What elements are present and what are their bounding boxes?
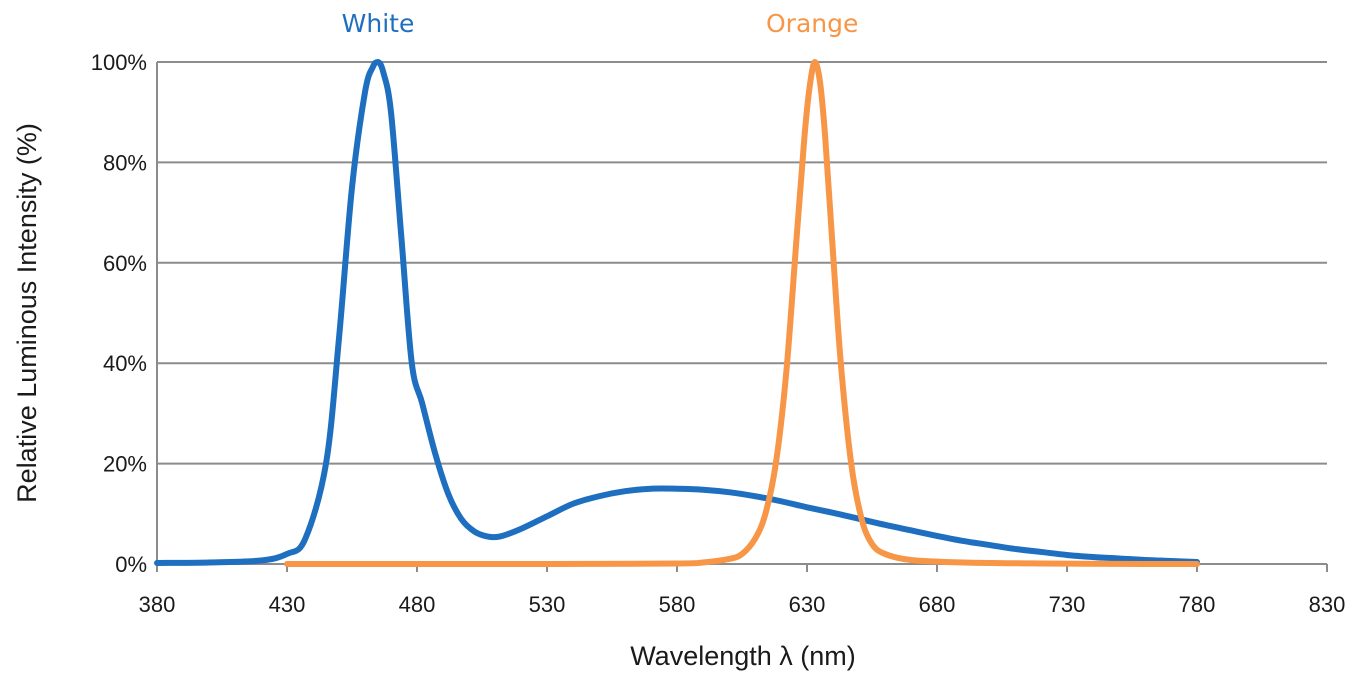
y-tick-label: 60% xyxy=(103,251,147,276)
x-tick-label: 480 xyxy=(399,592,436,617)
x-tick-label: 580 xyxy=(659,592,696,617)
x-tick-label: 380 xyxy=(139,592,176,617)
y-tick-label: 80% xyxy=(103,150,147,175)
series-label-orange: Orange xyxy=(766,9,858,38)
y-tick-label: 40% xyxy=(103,351,147,376)
series-line-orange xyxy=(284,59,1200,568)
y-axis-title: Relative Luminous Intensity (%) xyxy=(12,123,42,503)
x-tick-label: 430 xyxy=(269,592,306,617)
y-tick-labels: 0% 20% 40% 60% 80% 100% xyxy=(91,50,147,577)
x-axis-title: Wavelength λ (nm) xyxy=(630,641,856,671)
series-lines xyxy=(154,59,1200,568)
x-tick-label: 680 xyxy=(919,592,956,617)
y-tick-label: 0% xyxy=(115,552,147,577)
x-tick-label: 730 xyxy=(1049,592,1086,617)
x-tick-label: 830 xyxy=(1309,592,1346,617)
x-tick-label: 630 xyxy=(789,592,826,617)
y-tick-label: 100% xyxy=(91,50,147,75)
x-tick-label: 780 xyxy=(1179,592,1216,617)
y-tick-label: 20% xyxy=(103,452,147,477)
x-tick-label: 530 xyxy=(529,592,566,617)
series-labels: White Orange xyxy=(342,9,859,38)
series-label-white: White xyxy=(342,9,415,38)
series-line-white xyxy=(154,59,1200,566)
x-tick-labels: 380 430 480 530 580 630 680 730 780 830 xyxy=(139,592,1346,617)
